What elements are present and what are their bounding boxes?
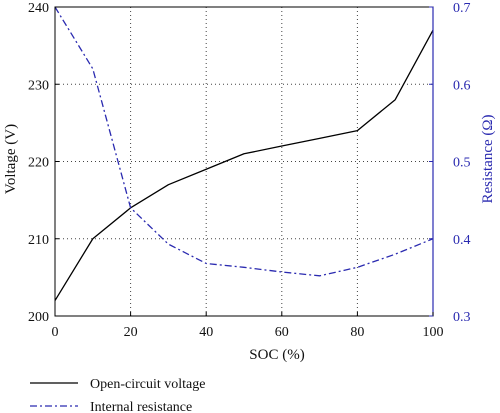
series-line-internal-resistance xyxy=(54,6,434,277)
y-axis-label-left: Voltage (V) xyxy=(3,124,19,194)
x-tick-label: 20 xyxy=(124,325,138,340)
y-right-tick-label: 0.4 xyxy=(453,233,471,248)
legend: Open-circuit voltage Internal resistance xyxy=(30,377,205,413)
x-tick-label: 60 xyxy=(275,325,289,340)
series-line-open-circuit-voltage xyxy=(54,29,434,301)
grid-lines xyxy=(55,7,433,316)
x-tick-label: 40 xyxy=(199,325,213,340)
ticks: 0 20 40 60 80 100 200 210 220 230 240 0.3 0.4 0.5 0.6 0… xyxy=(28,1,471,340)
y-tick-label: 220 xyxy=(28,156,49,171)
y-tick-label: 230 xyxy=(28,78,49,93)
y-axis-label-right: Resistance (Ω) xyxy=(480,114,496,203)
x-axis-label: SOC (%) xyxy=(249,347,304,363)
y-right-tick-label: 0.3 xyxy=(453,310,471,325)
y-right-tick-label: 0.6 xyxy=(453,78,471,93)
y-tick-label: 240 xyxy=(28,1,49,16)
y-right-tick-label: 0.5 xyxy=(453,156,471,171)
x-tick-label: 0 xyxy=(52,325,59,340)
y-tick-label: 210 xyxy=(28,233,49,248)
legend-label-open-circuit-voltage: Open-circuit voltage xyxy=(90,377,205,392)
series-layer xyxy=(54,6,434,301)
x-tick-label: 100 xyxy=(423,325,444,340)
y-tick-label: 200 xyxy=(28,310,49,325)
legend-label-internal-resistance: Internal resistance xyxy=(90,400,192,413)
x-tick-label: 80 xyxy=(350,325,364,340)
y-right-tick-label: 0.7 xyxy=(453,1,471,16)
